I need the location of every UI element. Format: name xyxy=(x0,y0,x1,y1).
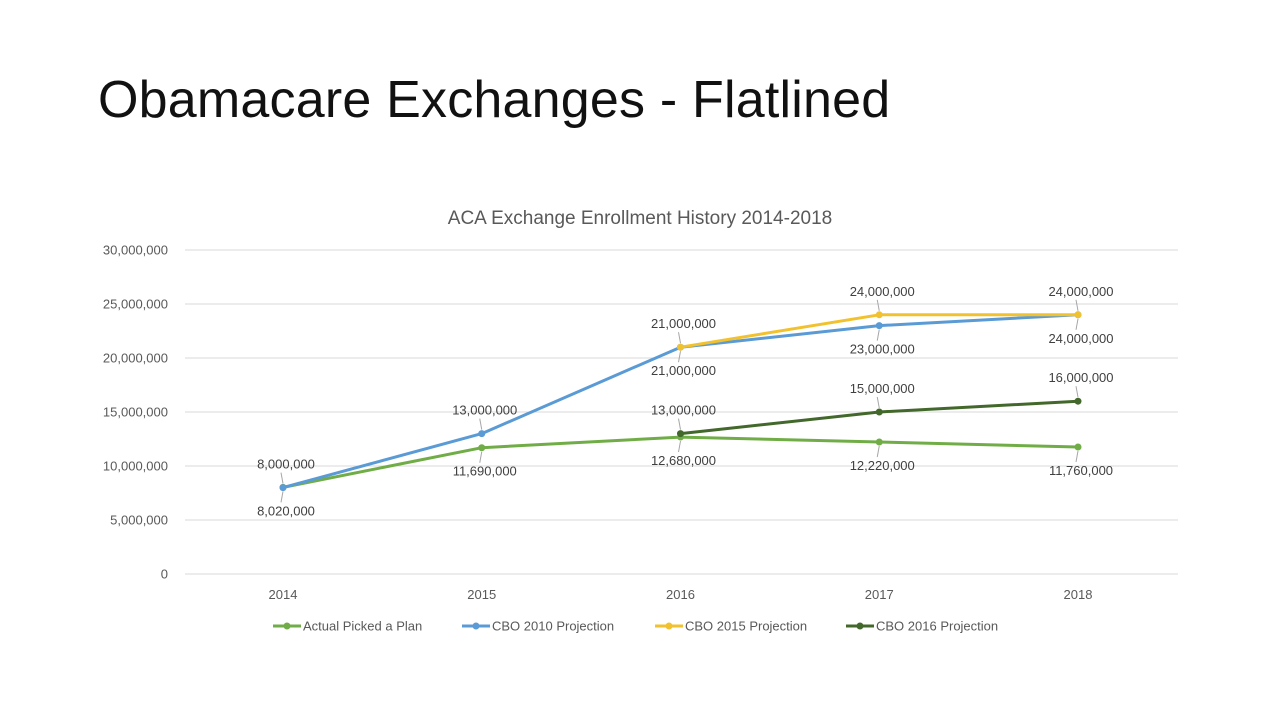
leader-line xyxy=(678,418,681,430)
x-axis: 2014 2015 2016 2017 2018 xyxy=(269,587,1093,602)
data-point xyxy=(875,408,883,416)
data-label: 16,000,000 xyxy=(1048,370,1113,385)
legend-label: CBO 2015 Projection xyxy=(685,619,807,634)
data-label: 23,000,000 xyxy=(850,342,915,357)
series-lines xyxy=(279,311,1082,492)
y-axis: 0 5,000,000 10,000,000 15,000,000 20,000,000… xyxy=(103,243,168,582)
leader-line xyxy=(876,396,880,409)
data-point xyxy=(875,322,883,330)
y-tick-label: 0 xyxy=(161,567,168,582)
leader-line xyxy=(280,491,284,503)
data-point xyxy=(1074,311,1082,319)
leader-line xyxy=(280,472,284,484)
leader-line xyxy=(479,451,483,463)
legend-swatch-marker xyxy=(856,622,864,630)
data-label: 11,760,000 xyxy=(1049,463,1113,478)
x-tick-label: 2016 xyxy=(666,587,695,602)
data-point xyxy=(875,438,883,446)
legend-label: CBO 2010 Projection xyxy=(492,619,614,634)
data-label: 24,000,000 xyxy=(850,284,915,299)
y-tick-label: 10,000,000 xyxy=(103,459,168,474)
leader-line xyxy=(479,418,483,430)
data-label: 24,000,000 xyxy=(1048,284,1113,299)
x-tick-label: 2018 xyxy=(1064,587,1093,602)
leader-line xyxy=(678,351,681,363)
slide-title: Obamacare Exchanges - Flatlined xyxy=(98,71,891,129)
data-labels: 8,020,000 11,690,000 12,680,000 12,220,000 1… xyxy=(257,284,1113,519)
leader-line xyxy=(1075,450,1079,463)
data-point xyxy=(875,311,883,319)
leader-line xyxy=(1075,318,1079,330)
data-label: 21,000,000 xyxy=(651,316,716,331)
y-tick-label: 15,000,000 xyxy=(103,405,168,420)
data-point xyxy=(478,430,486,438)
x-tick-label: 2015 xyxy=(467,587,496,602)
leader-line xyxy=(876,299,880,311)
y-tick-label: 20,000,000 xyxy=(103,351,168,366)
legend-label: Actual Picked a Plan xyxy=(303,619,422,634)
data-point xyxy=(1074,397,1082,405)
legend: Actual Picked a Plan CBO 2010 Projection C… xyxy=(273,619,998,634)
legend-label: CBO 2016 Projection xyxy=(876,619,998,634)
data-label: 13,000,000 xyxy=(452,403,517,418)
data-label: 21,000,000 xyxy=(651,363,716,378)
leader-line xyxy=(678,440,681,453)
data-label: 24,000,000 xyxy=(1048,331,1113,346)
data-label: 8,020,000 xyxy=(257,503,315,518)
grid-lines xyxy=(185,249,1178,575)
data-label: 8,000,000 xyxy=(257,457,315,472)
chart-title: ACA Exchange Enrollment History 2014-201… xyxy=(448,208,832,229)
x-tick-label: 2017 xyxy=(865,587,894,602)
data-label: 11,690,000 xyxy=(453,464,517,479)
legend-swatch-marker xyxy=(283,622,291,630)
data-label: 12,220,000 xyxy=(850,458,915,473)
leader-line xyxy=(876,445,880,458)
legend-swatch-marker xyxy=(472,622,480,630)
data-point xyxy=(478,444,486,452)
x-tick-label: 2014 xyxy=(269,587,298,602)
data-point xyxy=(677,430,684,438)
y-tick-label: 30,000,000 xyxy=(103,243,168,258)
data-point xyxy=(279,484,287,492)
leader-line xyxy=(678,332,681,344)
legend-swatch-marker xyxy=(665,622,673,630)
leader-line xyxy=(1075,386,1079,398)
y-tick-label: 25,000,000 xyxy=(103,297,168,312)
leader-line xyxy=(1075,299,1079,311)
data-point xyxy=(1074,443,1082,451)
data-label: 12,680,000 xyxy=(651,453,716,468)
data-label: 15,000,000 xyxy=(850,381,915,396)
data-label: 13,000,000 xyxy=(651,403,716,418)
leader-line xyxy=(876,329,880,341)
data-point xyxy=(677,343,684,351)
y-tick-label: 5,000,000 xyxy=(110,513,168,528)
